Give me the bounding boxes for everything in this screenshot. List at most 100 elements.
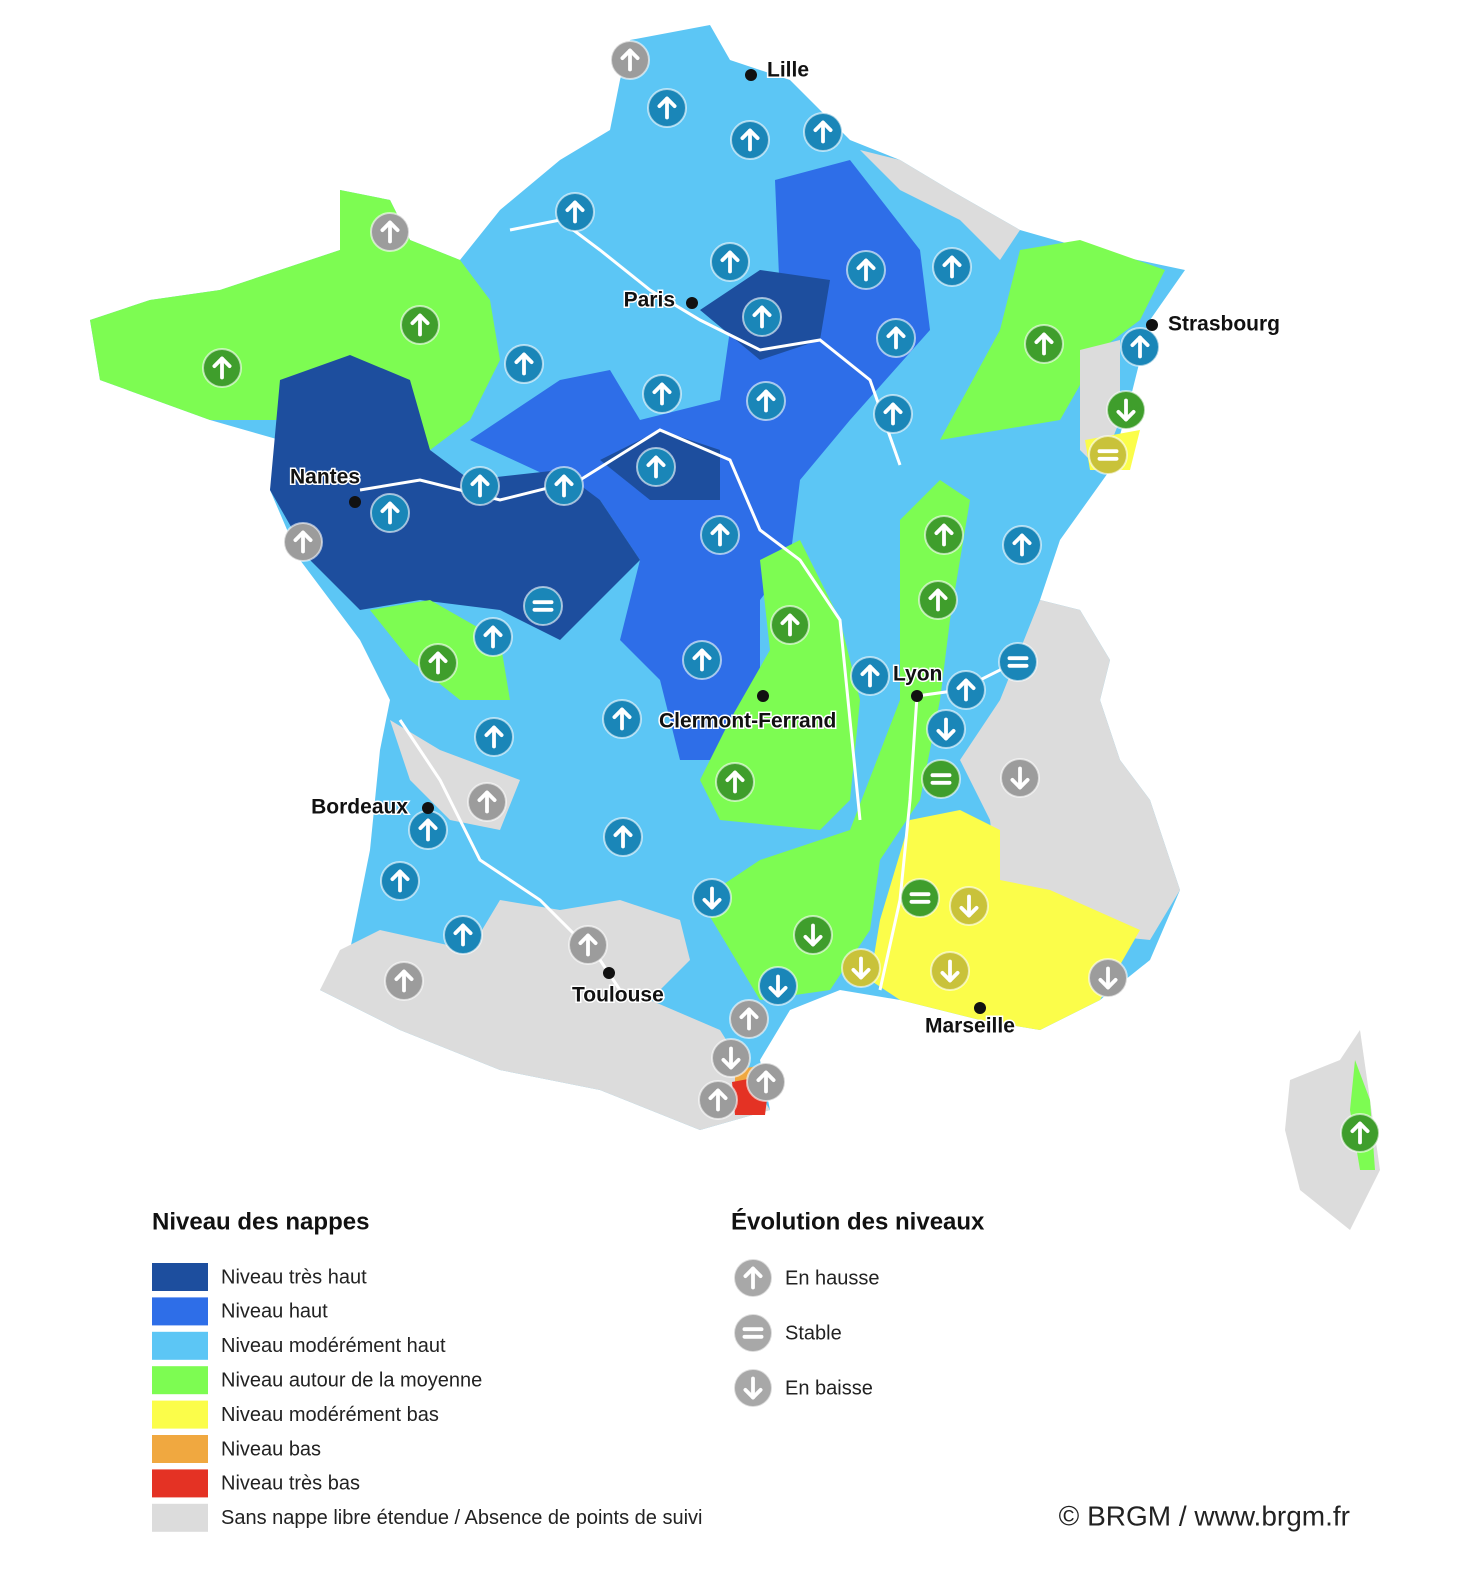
trend-icon [443, 915, 483, 955]
trend-icon [408, 810, 448, 850]
icon-glyph [956, 678, 976, 690]
icon-glyph [477, 790, 497, 802]
icon-circle [998, 642, 1038, 682]
trend-icon [647, 88, 687, 128]
icon-glyph [780, 613, 800, 625]
trend-icon [1340, 1113, 1380, 1153]
icon-glyph [483, 625, 503, 637]
legend-swatch [152, 1331, 208, 1360]
trend-icon [733, 1258, 773, 1298]
trend-icon [523, 586, 563, 626]
icon-glyph [620, 48, 640, 60]
trend-icon [918, 580, 958, 620]
map-region [270, 355, 640, 640]
icon-glyph [940, 971, 960, 983]
icon-glyph [578, 933, 598, 945]
icon-glyph [554, 474, 574, 486]
legend-label: Niveau modérément bas [221, 1404, 439, 1426]
legend-label: Niveau très haut [221, 1266, 367, 1288]
city-dot [349, 496, 361, 508]
icon-glyph [514, 352, 534, 364]
city-label: Lille [767, 59, 809, 82]
icon-glyph [710, 523, 730, 535]
icon-circle [733, 1313, 773, 1353]
cities: Lille Paris Strasbourg Nantes Clermont-Ferra… [289, 57, 1282, 1039]
icon-glyph [646, 455, 666, 467]
icon-glyph [612, 707, 632, 719]
legend-title: Évolution des niveaux [731, 1207, 985, 1235]
trend-icon [700, 515, 740, 555]
map-region [700, 480, 970, 1000]
trend-icon [730, 120, 770, 160]
city-dot [1146, 319, 1158, 331]
trend-icon [921, 759, 961, 799]
icon-glyph [934, 523, 954, 535]
trend-icon [682, 640, 722, 680]
trend-icon [698, 1080, 738, 1120]
icon-glyph [394, 969, 414, 981]
trend-icons [202, 40, 1380, 1153]
icon-glyph [708, 1088, 728, 1100]
city-label: Toulouse [572, 984, 664, 1007]
trend-icon [746, 381, 786, 421]
trend-icon [733, 1313, 773, 1353]
trend-icon [770, 605, 810, 645]
icon-glyph [428, 651, 448, 663]
trend-icon [850, 656, 890, 696]
legend-label: Niveau bas [221, 1438, 321, 1460]
trend-icon [610, 40, 650, 80]
trend-icon [873, 394, 913, 434]
icon-glyph [752, 305, 772, 317]
trend-icon [283, 522, 323, 562]
trend-icon [876, 318, 916, 358]
icon-glyph [652, 382, 672, 394]
icon-glyph [942, 255, 962, 267]
trend-icon [729, 999, 769, 1039]
trend-icon [1002, 525, 1042, 565]
icon-glyph [743, 1388, 763, 1400]
trend-icon [926, 709, 966, 749]
trend-icon [1106, 390, 1146, 430]
trend-icon [380, 861, 420, 901]
legend-swatch [152, 1400, 208, 1429]
icon-glyph [565, 200, 585, 212]
icon-glyph [484, 725, 504, 737]
legend-swatch [152, 1297, 208, 1326]
icon-circle [523, 586, 563, 626]
trend-icon [1024, 324, 1064, 364]
legend-swatch [152, 1263, 208, 1291]
trend-icon [467, 782, 507, 822]
icon-circle [921, 759, 961, 799]
legend-label: Stable [785, 1322, 842, 1344]
trend-icon [900, 878, 940, 918]
icon-glyph [702, 898, 722, 910]
city-label: Nantes [290, 466, 360, 489]
icon-glyph [1010, 778, 1030, 790]
icon-glyph [756, 1070, 776, 1082]
trend-icon [998, 642, 1038, 682]
trend-icon [418, 643, 458, 683]
legend-swatch [152, 1435, 208, 1463]
trend-icon [846, 250, 886, 290]
icon-glyph [380, 220, 400, 232]
city-label: Marseille [925, 1015, 1015, 1038]
trend-icon [555, 192, 595, 232]
icon-glyph [851, 968, 871, 980]
trend-icon [400, 305, 440, 345]
trend-icon [1088, 435, 1128, 475]
trend-icon [370, 212, 410, 252]
icon-glyph [739, 1007, 759, 1019]
icon-glyph [883, 402, 903, 414]
city-dot [745, 69, 757, 81]
icon-glyph [1034, 332, 1054, 344]
trend-icon [384, 961, 424, 1001]
legend-label: En baisse [785, 1377, 873, 1399]
legend-label: En hausse [785, 1267, 880, 1289]
trend-icon [746, 1062, 786, 1102]
legend-swatch [152, 1469, 208, 1498]
icon-glyph [453, 923, 473, 935]
icon-glyph [1012, 533, 1032, 545]
trend-icon [603, 817, 643, 857]
icon-glyph [803, 935, 823, 947]
trend-icon [568, 925, 608, 965]
